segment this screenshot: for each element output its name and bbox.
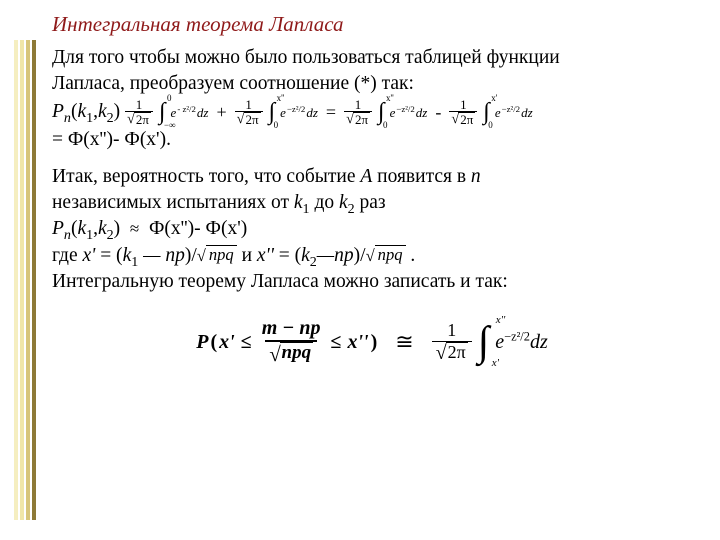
paragraph-1: Для того чтобы можно было пользоваться т… <box>52 45 692 154</box>
frac-1-over-sqrt2pi-c: 1 2π <box>344 98 372 128</box>
big-integral: ∫ x' x'' <box>478 321 490 363</box>
frac-1-over-sqrt2pi-big: 1 2π <box>432 320 472 364</box>
integral-a: ∫−∞0 e- z²/2dz <box>159 100 209 124</box>
plus-op: + <box>214 100 228 124</box>
minus-op: - <box>433 100 443 124</box>
slide-title: Интегральная теорема Лапласа <box>52 12 692 37</box>
cong-op: ≅ <box>395 329 413 355</box>
left-decor <box>14 40 38 520</box>
eq-right: 1 2π ∫ x' x'' e−z²/2dz <box>432 320 548 364</box>
frac-1-over-sqrt2pi-a: 1 2π <box>125 98 153 128</box>
integral-d: ∫0x' e−z²/2dz <box>483 100 532 124</box>
prob-symbol: Pn(k1,k2) <box>52 101 125 122</box>
integral-row: 1 2π ∫−∞0 e- z²/2dz + 1 2π ∫0x'' e−z²/2d… <box>125 98 533 128</box>
sqrt-npq-1: npq <box>197 245 237 267</box>
main-equation: P ( x' ≤ m − np npq ≤ x'' ) ≅ 1 2π ∫ x' … <box>52 317 692 367</box>
frac-m-np-over-sqrt-npq: m − np npq <box>258 317 325 367</box>
integral-b: ∫0x'' e−z²/2dz <box>269 100 318 124</box>
eq-op: = <box>324 100 338 124</box>
eq-left: P ( x' ≤ m − np npq ≤ x'' ) <box>196 317 377 367</box>
frac-1-over-sqrt2pi-b: 1 2π <box>235 98 263 128</box>
frac-1-over-sqrt2pi-d: 1 2π <box>449 98 477 128</box>
paragraph-2: Итак, вероятность того, что событие А по… <box>52 164 692 296</box>
phi-diff-line: = Ф(х'')- Ф(х'). <box>52 129 171 150</box>
slide: Интегральная теорема Лапласа Для того чт… <box>0 0 720 540</box>
sqrt-npq-2: npq <box>366 245 406 267</box>
p1-line1: Для того чтобы можно было пользоваться т… <box>52 47 560 68</box>
p1-line2: Лапласа, преобразуем соотношение (*) так… <box>52 73 414 94</box>
integral-c: ∫0x'' e−z²/2dz <box>378 100 427 124</box>
p2-line5: Интегральную теорему Лапласа можно запис… <box>52 271 508 292</box>
